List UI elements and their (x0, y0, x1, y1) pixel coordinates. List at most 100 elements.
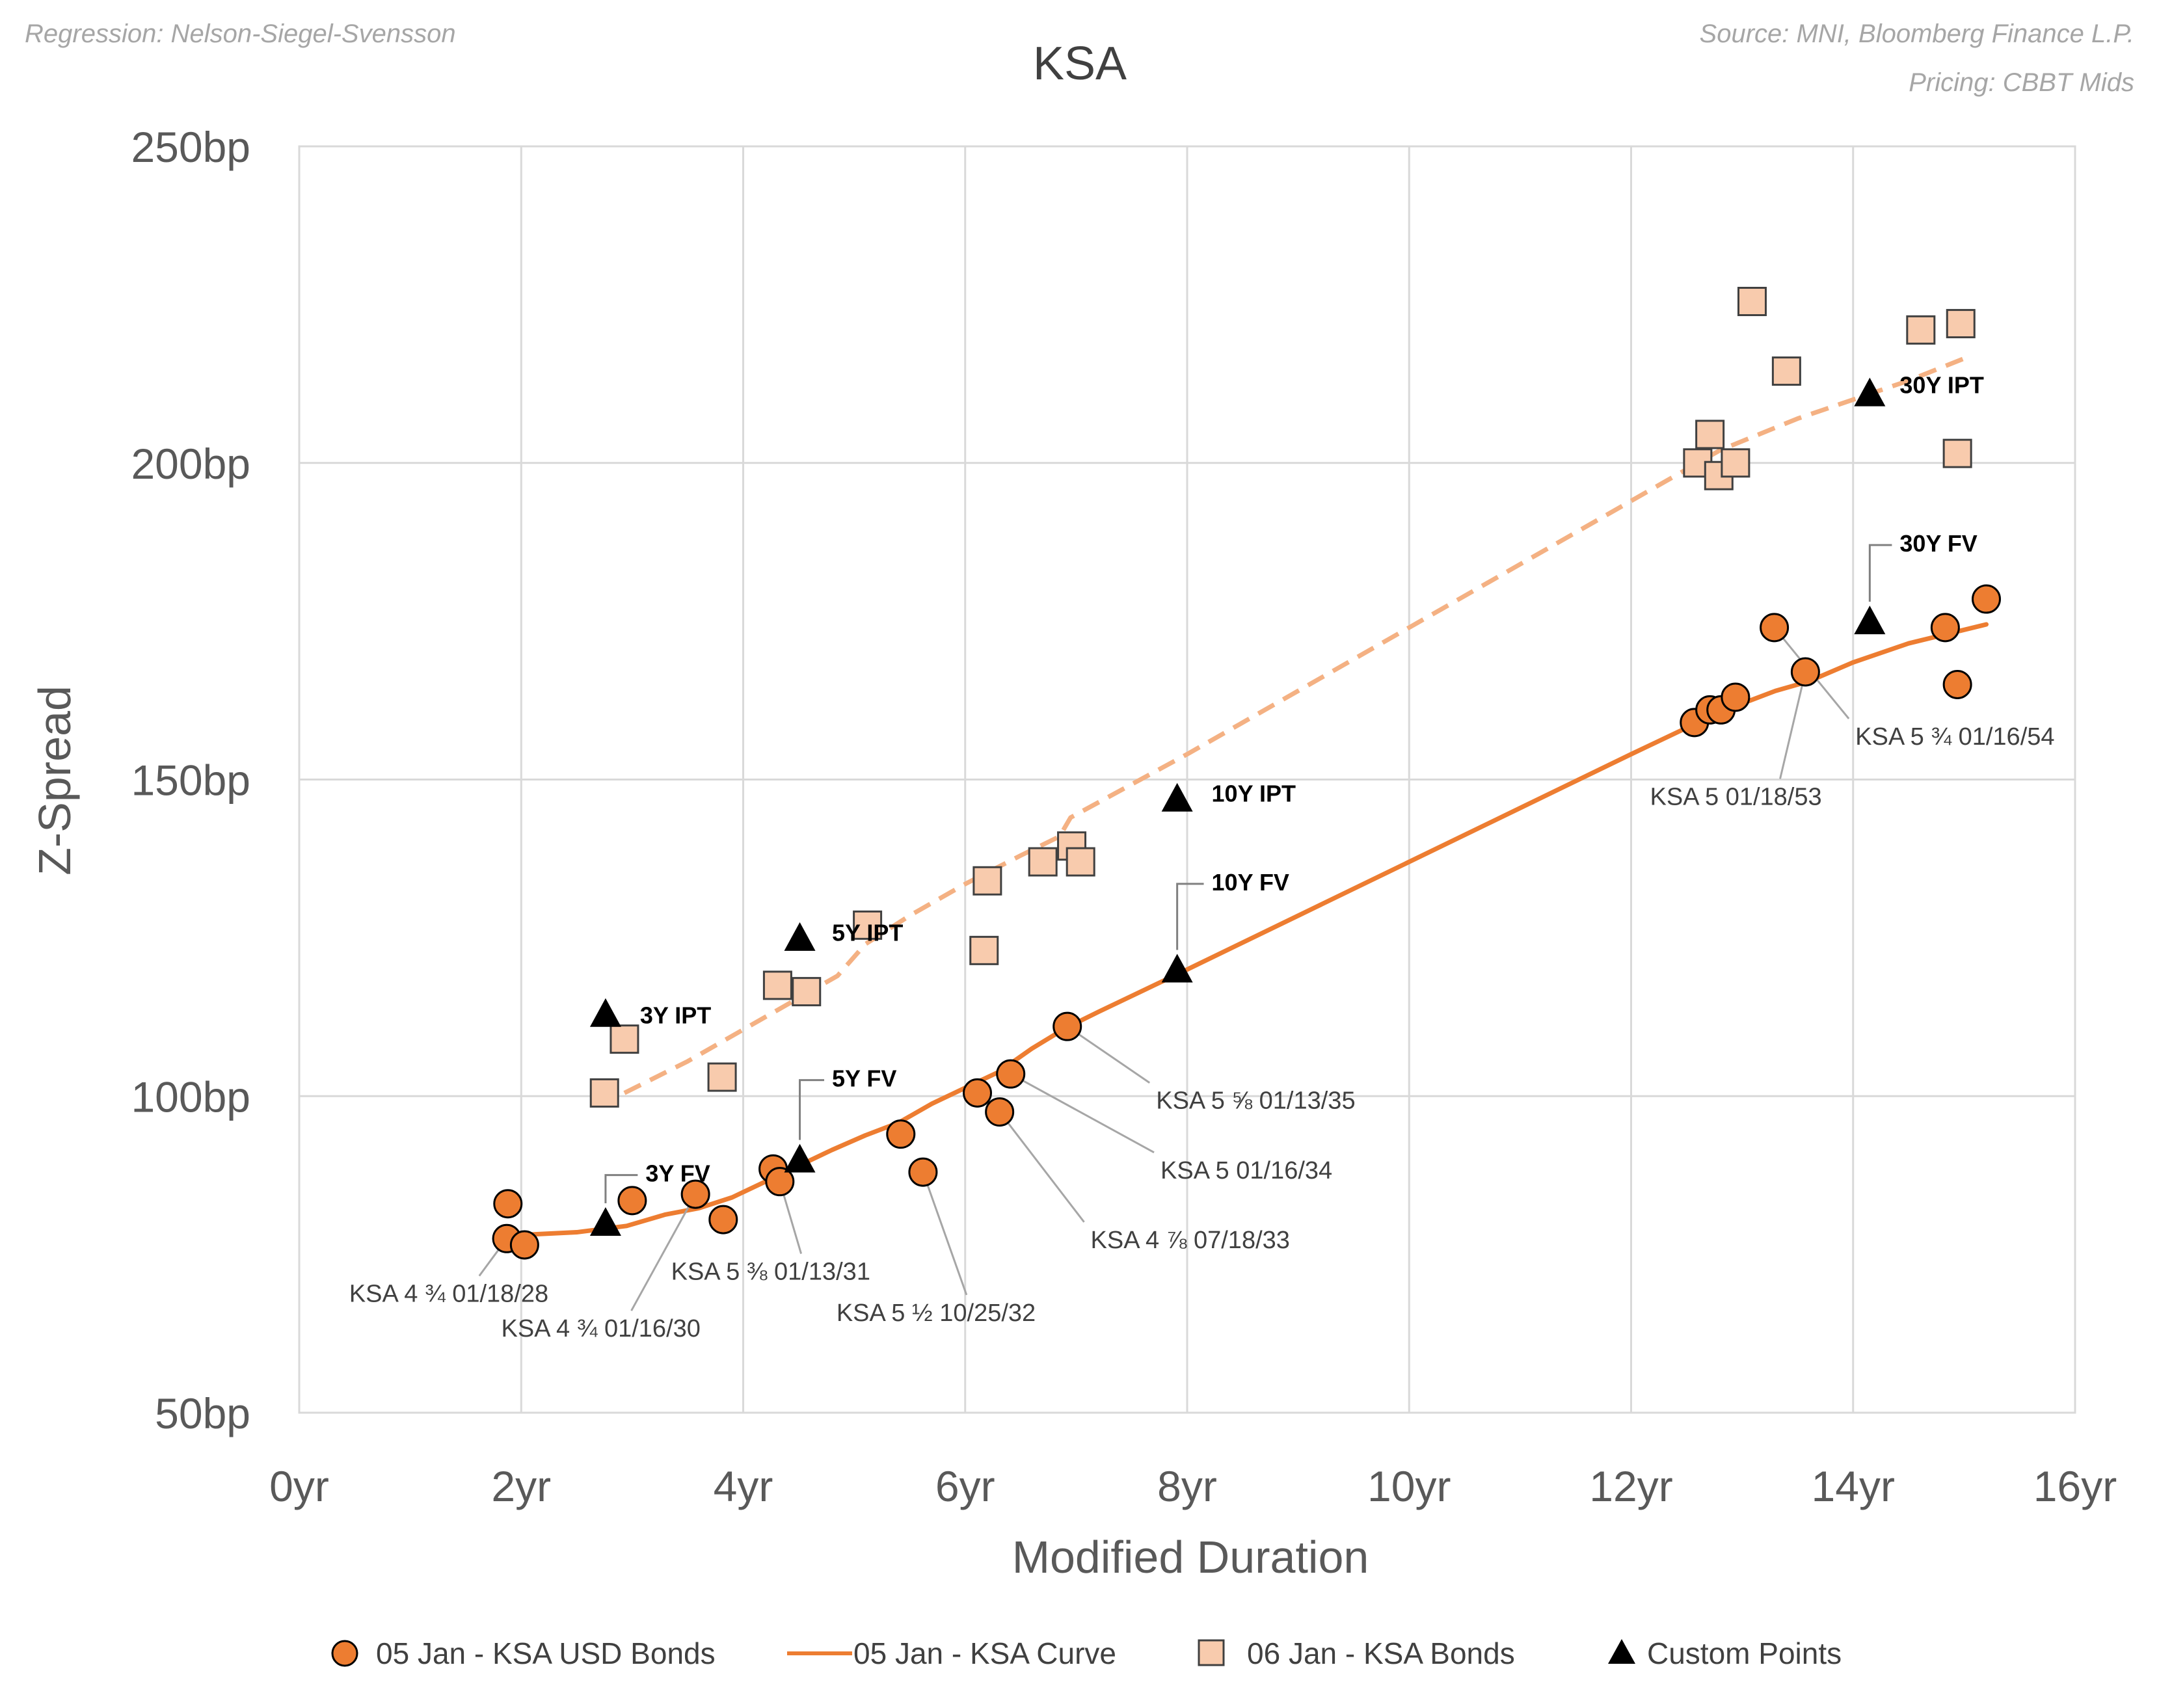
bond-point-05jan (908, 1157, 938, 1187)
y-tick-label: 150bp (131, 756, 250, 805)
legend-label-usd-bonds: 05 Jan - KSA USD Bonds (376, 1636, 716, 1670)
legend-triangle-marker (1608, 1639, 1635, 1664)
bond-point-06jan (610, 1024, 639, 1054)
regression-note: Regression: Nelson-Siegel-Svensson (25, 20, 456, 48)
bond-point-06jan (1695, 420, 1725, 449)
bond-point-06jan (1737, 287, 1767, 317)
custom-point (1161, 782, 1193, 812)
source-note: Source: MNI, Bloomberg Finance L.P. (1700, 20, 2134, 48)
x-tick-labels: 0yr 2yr 4yr 6yr 8yr 10yr 12yr 14yr 16yr (269, 1462, 2117, 1510)
legend: 05 Jan - KSA USD Bonds 05 Jan - KSA Curv… (331, 1636, 1842, 1670)
x-tick-label: 12yr (1589, 1462, 1672, 1510)
bond-annotation-label: KSA 4 ¾ 01/18/28 (349, 1281, 548, 1308)
bond-point-05jan (1790, 657, 1820, 687)
custom-point-label: 5Y FV (832, 1065, 896, 1092)
bond-annotation-label: KSA 5 01/16/34 (1160, 1157, 1332, 1184)
legend-square-marker (1198, 1639, 1225, 1666)
bond-point-06jan (1066, 847, 1095, 877)
y-axis-title: Z-Spread (29, 686, 80, 875)
custom-leader-line (604, 1174, 638, 1203)
custom-point-labels: 3Y FV 3Y IPT 5Y FV 5Y IPT 10Y FV 10Y IPT 30Y F… (640, 372, 1984, 1187)
annotation-leader-line (1779, 671, 1806, 779)
x-axis-title: Modified Duration (1012, 1532, 1369, 1582)
bond-annotation-label: KSA 4 ¾ 01/16/30 (502, 1315, 701, 1342)
x-tick-label: 16yr (2033, 1462, 2117, 1510)
bond-point-06jan (762, 970, 792, 1000)
bond-point-05jan (886, 1119, 916, 1149)
custom-leader-line (1868, 544, 1892, 602)
bond-annotation-label: KSA 4 ⅞ 07/18/33 (1091, 1227, 1290, 1254)
annotation-leader-line (1066, 1025, 1151, 1084)
bond-point-06jan (1721, 448, 1750, 478)
legend-label-curve: 05 Jan - KSA Curve (853, 1636, 1116, 1670)
ksa-curve-05jan (510, 622, 1989, 1238)
bond-point-05jan (1942, 669, 1972, 699)
bond-point-05jan (708, 1205, 738, 1234)
x-tick-label: 6yr (935, 1462, 995, 1510)
annotation-labels: KSA 4 ¾ 01/18/28 KSA 4 ¾ 01/16/30 KSA 5 ⅜ … (349, 723, 2055, 1342)
custom-point-label: 30Y IPT (1899, 372, 1983, 399)
bond-annotation-label: KSA 5 ⅜ 01/13/31 (671, 1259, 870, 1286)
bond-annotation-label: KSA 5 ½ 10/25/32 (837, 1300, 1036, 1327)
x-tick-label: 14yr (1812, 1462, 1895, 1510)
bond-point-06jan (969, 935, 999, 965)
annotation-leader-line (1010, 1073, 1155, 1154)
custom-point (589, 1207, 621, 1236)
bond-point-05jan (996, 1059, 1026, 1089)
x-tick-label: 4yr (714, 1462, 773, 1510)
custom-point (784, 922, 816, 951)
bond-annotation-label: KSA 5 ¾ 01/16/54 (1855, 723, 2054, 751)
bond-point-05jan (985, 1097, 1015, 1127)
x-tick-label: 10yr (1367, 1462, 1451, 1510)
custom-point-label: 3Y IPT (640, 1002, 711, 1028)
bond-point-05jan (617, 1186, 647, 1216)
bond-point-06jan (1771, 356, 1801, 386)
bond-point-05jan (963, 1078, 993, 1108)
custom-point (784, 1143, 816, 1173)
custom-point (1854, 606, 1886, 635)
bond-point-06jan (972, 866, 1002, 896)
bond-point-06jan (707, 1062, 737, 1092)
bond-point-06jan (1906, 315, 1936, 345)
y-tick-labels: 50bp 100bp 150bp 200bp 250bp (131, 123, 250, 1437)
annotation-leader-line (630, 1194, 697, 1311)
bond-point-05jan (1972, 584, 2001, 614)
bond-point-05jan (1053, 1011, 1082, 1041)
annotation-leader-line (922, 1171, 968, 1296)
y-tick-label: 100bp (131, 1073, 250, 1121)
bond-point-06jan (1946, 309, 1976, 339)
custom-point-label: 10Y IPT (1212, 781, 1296, 807)
bond-point-06jan (589, 1078, 619, 1108)
custom-point (1854, 377, 1886, 407)
chart-title: KSA (1033, 38, 1127, 90)
bond-point-05jan (680, 1179, 710, 1209)
custom-point-label: 30Y FV (1899, 530, 1977, 557)
bond-point-06jan (853, 910, 883, 940)
bond-annotation-label: KSA 5 01/18/53 (1650, 783, 1822, 810)
custom-point (1161, 954, 1193, 983)
bond-point-05jan (1760, 613, 1790, 643)
x-tick-label: 2yr (491, 1462, 551, 1510)
custom-point-label: 3Y FV (645, 1160, 710, 1187)
custom-leader-line (799, 1079, 824, 1140)
legend-label-custom-points: Custom Points (1647, 1636, 1842, 1670)
y-tick-label: 200bp (131, 440, 250, 488)
bond-point-05jan (1930, 613, 1960, 643)
pricing-note: Pricing: CBBT Mids (1909, 68, 2134, 97)
bond-point-05jan (493, 1189, 523, 1219)
bond-point-05jan (1721, 682, 1750, 712)
plot-frame (298, 145, 2076, 1414)
legend-label-06jan-bonds: 06 Jan - KSA Bonds (1247, 1636, 1515, 1670)
bond-point-05jan (765, 1167, 795, 1197)
custom-leader-line (1176, 883, 1204, 950)
custom-point-label: 5Y IPT (832, 920, 903, 946)
y-tick-label: 50bp (155, 1389, 250, 1437)
annotation-leader-line (999, 1111, 1085, 1223)
legend-circle-marker (331, 1640, 358, 1667)
bond-point-06jan (1942, 438, 1972, 468)
x-tick-label: 8yr (1157, 1462, 1217, 1510)
bond-point-06jan (792, 977, 822, 1007)
bond-point-05jan (509, 1230, 539, 1260)
